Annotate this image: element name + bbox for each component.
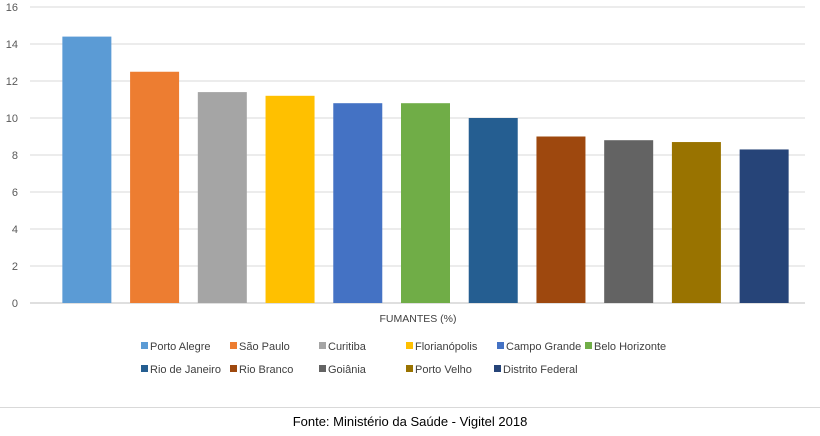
- bar-curitiba: [197, 92, 247, 303]
- legend-label: Porto Velho: [415, 364, 472, 376]
- x-axis-title: FUMANTES (%): [380, 313, 457, 325]
- bar-porto-velho: [671, 142, 721, 303]
- bar-campo-grande: [333, 103, 383, 303]
- bar-chart: 0 2 4 6 8 10 12 14 16 FUMANTES (%) Porto Alegre S…: [6, 2, 805, 376]
- y-axis-ticks: 0 2 4 6 8 10 12 14 16: [6, 2, 18, 310]
- legend: Porto Alegre São Paulo Curitiba Florianópol…: [141, 341, 666, 376]
- bar-goi-nia: [604, 140, 654, 303]
- y-tick-label: 8: [12, 150, 18, 162]
- legend-swatch: [319, 365, 326, 372]
- source-caption: Fonte: Ministério da Saúde - Vigitel 201…: [292, 414, 528, 429]
- bar-rio-de-janeiro: [468, 118, 518, 303]
- legend-swatch: [406, 365, 413, 372]
- bars: [62, 36, 789, 303]
- legend-label: Curitiba: [328, 341, 367, 353]
- y-tick-label: 12: [6, 76, 18, 88]
- legend-label: Rio Branco: [239, 364, 293, 376]
- legend-swatch: [230, 342, 237, 349]
- legend-swatch: [141, 365, 148, 372]
- legend-swatch: [230, 365, 237, 372]
- legend-swatch: [497, 342, 504, 349]
- legend-swatch: [494, 365, 501, 372]
- legend-label: Florianópolis: [415, 341, 478, 353]
- y-tick-label: 0: [12, 298, 18, 310]
- bar-porto-alegre: [62, 36, 112, 303]
- y-tick-label: 2: [12, 261, 18, 273]
- legend-label: Goiânia: [328, 364, 367, 376]
- legend-label: Rio de Janeiro: [150, 364, 221, 376]
- y-tick-label: 4: [12, 224, 18, 236]
- legend-swatch: [141, 342, 148, 349]
- y-tick-label: 14: [6, 39, 18, 51]
- divider: [0, 407, 820, 408]
- legend-swatch: [406, 342, 413, 349]
- bar-florian-polis: [265, 95, 315, 303]
- bar-belo-horizonte: [401, 103, 450, 303]
- y-tick-label: 6: [12, 187, 18, 199]
- bar-distrito-federal: [739, 149, 789, 303]
- bar-rio-branco: [536, 136, 586, 303]
- y-tick-label: 16: [6, 2, 18, 14]
- legend-label: Campo Grande: [506, 341, 581, 353]
- y-tick-label: 10: [6, 113, 18, 125]
- legend-label: Belo Horizonte: [594, 341, 666, 353]
- legend-label: Porto Alegre: [150, 341, 211, 353]
- bar-s-o-paulo: [130, 71, 180, 303]
- legend-label: São Paulo: [239, 341, 290, 353]
- legend-swatch: [319, 342, 326, 349]
- legend-swatch: [585, 342, 592, 349]
- legend-label: Distrito Federal: [503, 364, 578, 376]
